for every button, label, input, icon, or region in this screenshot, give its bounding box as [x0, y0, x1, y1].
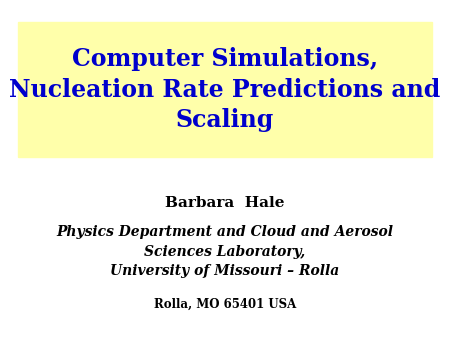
Text: Computer Simulations,
Nucleation Rate Predictions and
Scaling: Computer Simulations, Nucleation Rate Pr… — [9, 47, 441, 132]
Text: Rolla, MO 65401 USA: Rolla, MO 65401 USA — [154, 298, 296, 311]
Text: Physics Department and Cloud and Aerosol
Sciences Laboratory,
University of Miss: Physics Department and Cloud and Aerosol… — [57, 225, 393, 278]
FancyBboxPatch shape — [18, 22, 432, 157]
Text: Barbara  Hale: Barbara Hale — [165, 196, 285, 210]
